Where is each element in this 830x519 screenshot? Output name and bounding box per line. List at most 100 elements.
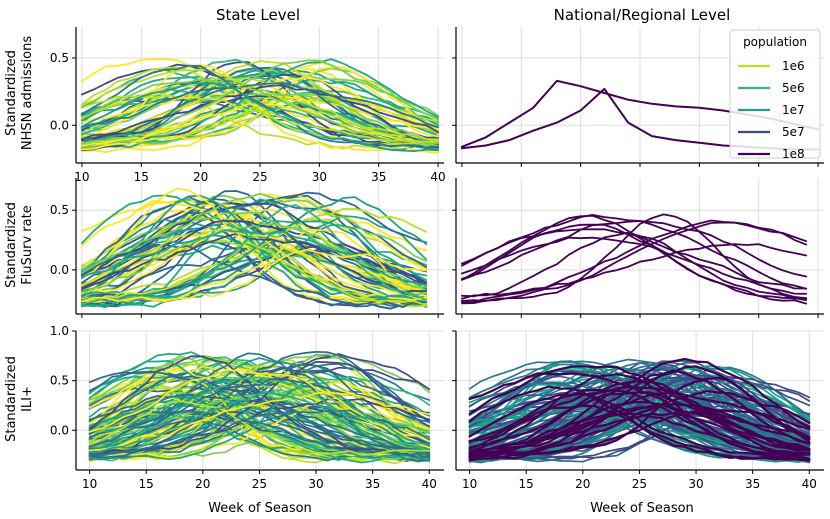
series-line: [88, 366, 431, 438]
series-line: [461, 219, 808, 303]
series-line: [81, 207, 428, 301]
row-ylabel-flusurv-line1: Standardized: [4, 202, 19, 288]
series-line-national: [468, 380, 811, 456]
series-line: [88, 355, 431, 459]
series-line: [81, 215, 428, 308]
panel-5: 10 15 20 25 30 35 40 0.0 0.5 1.0: [50, 324, 444, 491]
series-group: [468, 357, 811, 464]
series-line: [81, 232, 428, 289]
series-line: [88, 391, 431, 452]
series-line: [81, 82, 439, 129]
series-line: [461, 214, 808, 301]
row-ylabel-flusurv: Standardized FluSurv rate: [4, 202, 35, 288]
series-line: [468, 358, 811, 443]
x-tick-label: 10: [82, 477, 97, 491]
series-line: [461, 243, 808, 298]
series-line: [81, 219, 428, 294]
series-line: [88, 391, 431, 453]
series-line: [461, 223, 808, 305]
series-line: [81, 228, 428, 306]
series-line: [81, 229, 428, 287]
row-ylabel-ili-line2: ILI+: [20, 386, 35, 412]
series-line: [81, 78, 439, 146]
series-line-national: [468, 373, 811, 457]
series-line: [81, 59, 439, 145]
panel-1: 10 15 20 25 30 35 40 0.0 0.5: [50, 27, 446, 184]
x-tick-label: 10: [74, 170, 89, 184]
legend-label-5e6: 5e6: [782, 81, 805, 95]
x-tick-label: 15: [139, 477, 154, 491]
series-line-national: [468, 369, 811, 455]
x-tick-label: 30: [312, 170, 327, 184]
x-tick-label: 20: [575, 477, 590, 491]
series-line: [88, 382, 431, 461]
series-line: [461, 221, 808, 305]
series-line: [81, 223, 428, 296]
series-line: [81, 198, 428, 309]
x-tick-label: 30: [688, 477, 703, 491]
series-line: [81, 198, 428, 295]
series-group: [81, 58, 439, 154]
column-title-national: National/Regional Level: [554, 6, 731, 24]
x-tick-label: 20: [195, 477, 210, 491]
row-ylabel-nhsn: Standardized NHSN admissions: [4, 36, 35, 150]
series-line: [88, 385, 431, 453]
panel-3: 0.0 0.5: [50, 178, 444, 318]
legend-label-1e7: 1e7: [782, 103, 805, 117]
row-ylabel-flusurv-line2: FluSurv rate: [20, 205, 35, 284]
panels: 10 15 20 25 30 35 40 0.0 0.5 0.0 0.5 10 15 20 25 30 35 40…: [50, 27, 824, 491]
series-line: [88, 400, 431, 456]
x-axis-label-state: Week of Season: [208, 501, 312, 516]
series-line: [81, 84, 439, 141]
series-line: [81, 230, 428, 304]
y-tick-label: 0.5: [50, 374, 69, 388]
x-axis-label-national: Week of Season: [590, 501, 694, 516]
series-line: [81, 243, 428, 308]
series-line: [88, 369, 431, 449]
series-group: [88, 351, 431, 465]
series-line: [88, 352, 431, 459]
series-line: [88, 416, 431, 458]
series-line: [81, 68, 439, 141]
series-line: [81, 64, 439, 154]
x-tick-label: 35: [365, 477, 380, 491]
y-tick-label: 0.5: [50, 203, 69, 217]
series-line: [88, 378, 431, 448]
legend-label-5e7: 5e7: [782, 125, 805, 139]
series-line-national: [468, 385, 811, 452]
series-line-national: [468, 392, 811, 456]
y-tick-label: 1.0: [50, 324, 69, 338]
legend-title: population: [743, 35, 807, 49]
series-line: [461, 236, 808, 295]
x-tick-label: 20: [193, 170, 208, 184]
series-line: [461, 220, 808, 280]
legend-frame: [729, 29, 821, 159]
series-line: [88, 360, 431, 435]
x-tick-label: 30: [308, 477, 323, 491]
panel-4: [452, 178, 824, 318]
x-tick-label: 40: [802, 477, 817, 491]
y-tick-label: 0.0: [50, 118, 69, 132]
series-line: [81, 196, 428, 301]
y-tick-label: 0.0: [50, 423, 69, 437]
series-group: [461, 213, 808, 305]
x-tick-label: 40: [422, 477, 437, 491]
series-line: [88, 360, 431, 461]
series-line: [81, 74, 439, 145]
row-ylabel-ili: Standardized ILI+: [4, 356, 35, 442]
series-line-national: [468, 365, 811, 451]
series-line-national: [468, 365, 811, 460]
x-tick-label: 25: [252, 170, 267, 184]
x-tick-label: 15: [519, 477, 534, 491]
x-tick-label: 25: [632, 477, 647, 491]
series-line: [88, 361, 431, 455]
series-line: [88, 376, 431, 453]
series-line: [88, 371, 431, 454]
row-ylabel-ili-line1: Standardized: [4, 356, 19, 442]
series-line: [81, 64, 439, 149]
series-line: [81, 66, 439, 145]
legend-label-1e8: 1e8: [782, 147, 805, 161]
series-line: [81, 82, 439, 152]
y-tick-label: 0.0: [50, 263, 69, 277]
